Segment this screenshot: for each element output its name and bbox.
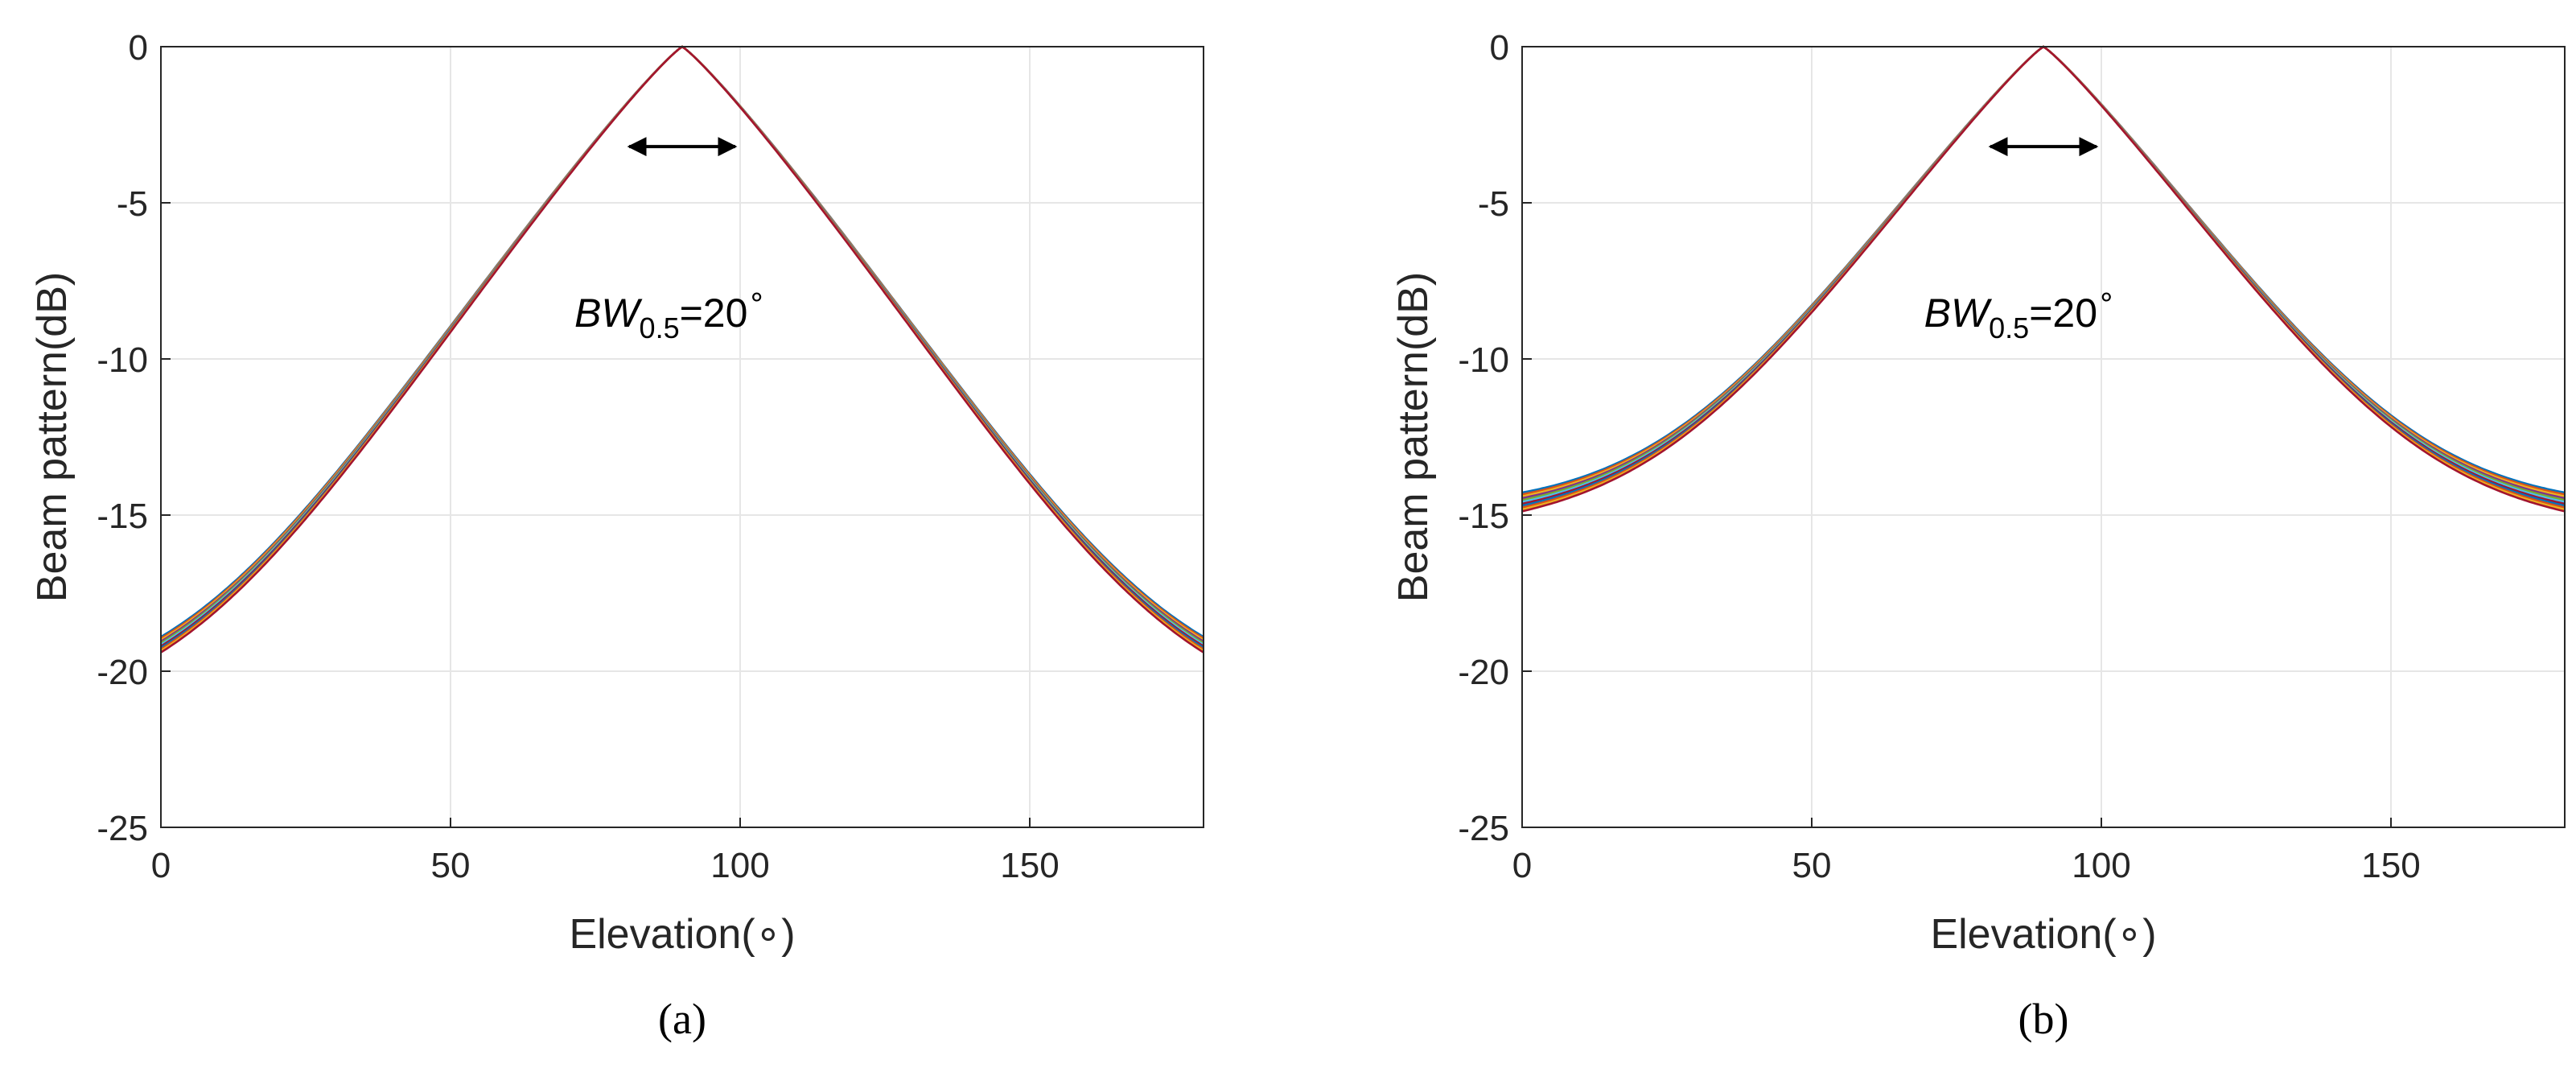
y-tick-label-b-0: 0 [1490,28,1509,68]
y-tick-label-a-5: -25 [97,809,148,848]
y-tick-label-b-4: -20 [1458,653,1509,692]
y-tick-label-b-5: -25 [1458,809,1509,848]
series-line-a-11 [160,45,1204,654]
y-axis-label-a: Beam pattern(dB) [29,272,76,602]
series-line-a-4 [160,45,1204,643]
chart-panel-a: 0 50 100 150 0 -5 -10 -15 -20 -25 BW0.5=20∘ Eleva… [29,28,1204,1043]
series-group-b [1521,45,2566,513]
series-line-b-1 [1521,45,2566,494]
caption-a: (a) [658,995,706,1043]
y-tick-label-b-2: -10 [1458,340,1509,380]
y-axis-label-b: Beam pattern(dB) [1390,272,1437,602]
x-tick-label-a-0: 0 [151,846,171,885]
series-line-b-4 [1521,45,2566,500]
y-tick-label-b-3: -15 [1458,497,1509,536]
grid-b [1522,47,2565,827]
bw-annotation-a: BW0.5=20∘ [574,137,766,344]
bw-annotation-b: BW0.5=20∘ [1924,137,2116,344]
series-line-b-6 [1521,45,2566,503]
grid-a [161,47,1204,827]
chart-panel-b: 0 50 100 150 0 -5 -10 -15 -20 -25 BW0.5=20∘ Eleva… [1390,28,2566,1043]
x-tick-label-b-3: 150 [2361,846,2420,885]
x-tick-label-a-3: 150 [1000,846,1059,885]
y-tick-label-a-2: -10 [97,340,148,380]
x-axis-label-a: Elevation(∘) [569,911,795,958]
series-line-a-3 [160,45,1204,641]
bw-label-b: BW0.5=20∘ [1924,279,2116,344]
x-tick-label-b-2: 100 [2072,846,2130,885]
caption-b: (b) [2018,995,2069,1043]
x-axis-label-b: Elevation(∘) [1930,911,2156,958]
y-tick-label-b-1: -5 [1478,184,1509,224]
series-group-a [160,45,1204,654]
x-tick-label-a-2: 100 [710,846,769,885]
y-tick-label-a-0: 0 [129,28,148,68]
y-tick-label-a-1: -5 [117,184,148,224]
series-line-a-2 [160,45,1204,640]
axes-frame-b [1521,46,2566,828]
ticks-a: 0 50 100 150 0 -5 -10 -15 -20 -25 [97,28,1059,885]
series-line-a-9 [160,45,1204,650]
series-line-a-8 [160,45,1204,649]
series-line-a-5 [160,45,1204,645]
series-line-a-1 [160,45,1204,638]
series-line-b-11 [1521,45,2566,513]
y-tick-label-a-4: -20 [97,653,148,692]
axes-frame-a [160,46,1204,828]
series-line-b-5 [1521,45,2566,501]
x-tick-label-a-1: 50 [431,846,471,885]
series-line-a-6 [160,45,1204,646]
ticks-b: 0 50 100 150 0 -5 -10 -15 -20 -25 [1458,28,2420,885]
series-line-a-7 [160,45,1204,648]
x-tick-label-b-0: 0 [1512,846,1532,885]
x-tick-label-b-1: 50 [1792,846,1832,885]
y-tick-label-a-3: -15 [97,497,148,536]
bw-label-a: BW0.5=20∘ [574,279,766,344]
series-line-a-10 [160,45,1204,652]
